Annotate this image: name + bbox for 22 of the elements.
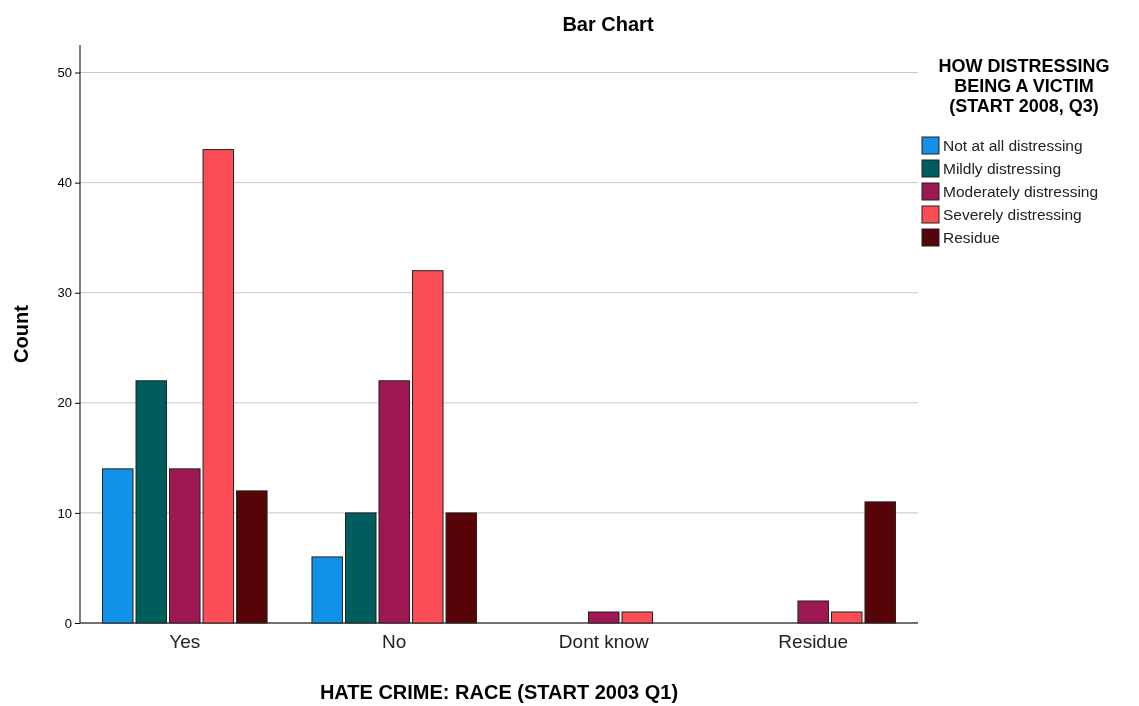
y-tick-label: 0 <box>64 615 72 631</box>
legend-label: Severely distressing <box>943 206 1082 223</box>
y-tick-label: 50 <box>57 65 72 81</box>
legend-title: HOW DISTRESSING BEING A VICTIM (START 2008, Q3) <box>938 56 1110 116</box>
bar <box>797 600 829 624</box>
x-tick-label: No <box>382 631 407 653</box>
y-tick-label: 10 <box>57 505 72 521</box>
x-tick-label: Dont know <box>558 631 649 653</box>
legend-label: Residue <box>943 229 1000 246</box>
x-axis-title: HATE CRIME: RACE (START 2003 Q1) <box>319 681 679 703</box>
y-tick-label: 30 <box>57 285 72 301</box>
legend-label: Moderately distressing <box>943 183 1099 200</box>
legend-label: Not at all distressing <box>943 137 1083 154</box>
chart-title: Bar Chart <box>562 13 654 35</box>
x-tick-label: Yes <box>169 631 201 653</box>
y-tick-label: 40 <box>57 175 72 191</box>
bar <box>311 556 343 624</box>
bar <box>236 490 268 624</box>
legend-label: Mildly distressing <box>943 160 1062 177</box>
y-tick-label: 20 <box>57 395 72 411</box>
x-tick-label: Residue <box>778 631 849 653</box>
y-axis-title: Count <box>10 304 32 363</box>
